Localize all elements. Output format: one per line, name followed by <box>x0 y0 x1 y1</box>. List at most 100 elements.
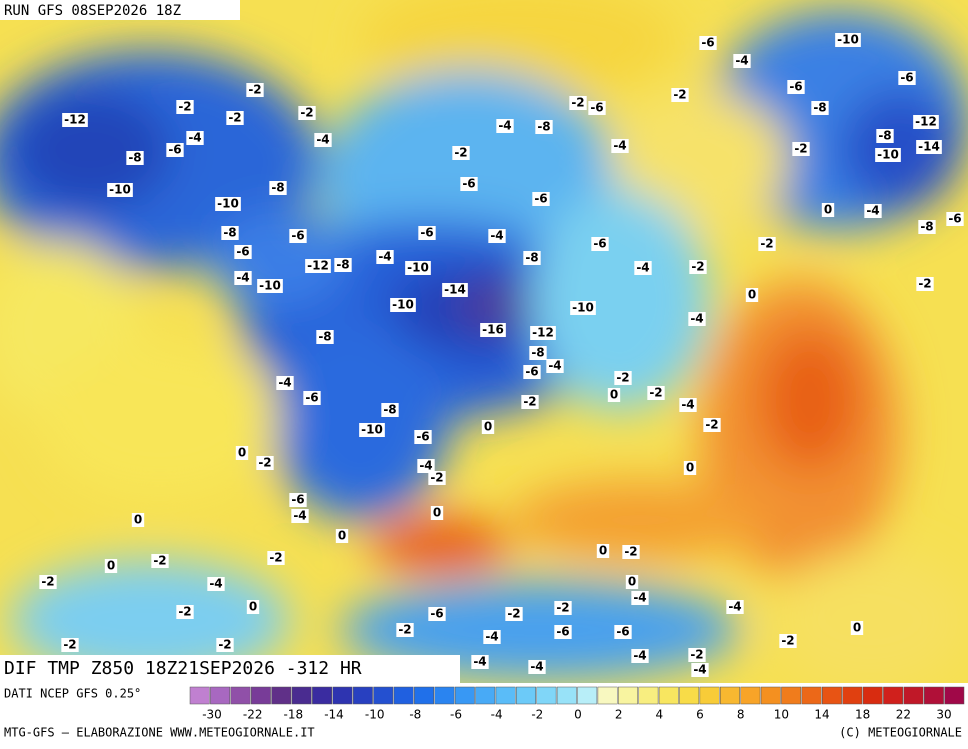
contour-label-bg <box>418 226 436 240</box>
contour-label-bg <box>532 192 550 206</box>
contour-label-bg <box>104 559 118 573</box>
contour-label: -4 <box>631 591 649 605</box>
contour-label-bg <box>535 120 553 134</box>
contour-value: -6 <box>291 493 304 507</box>
contour-label: -6 <box>414 430 432 444</box>
contour-label: 0 <box>745 288 759 302</box>
contour-value: -2 <box>616 371 629 385</box>
contour-value: -6 <box>556 625 569 639</box>
contour-value: -6 <box>900 71 913 85</box>
colorbar-swatch <box>883 686 904 705</box>
contour-value: -6 <box>168 143 181 157</box>
contour-value: -6 <box>305 391 318 405</box>
colorbar-swatch <box>618 686 638 705</box>
contour-label-bg <box>588 101 606 115</box>
run-label: RUN GFS 08SEP2026 18Z <box>4 3 181 19</box>
contour-value: -4 <box>633 649 646 663</box>
contour-label-bg <box>483 630 501 644</box>
colorbar-swatch <box>536 686 557 705</box>
contour-label-bg <box>496 119 514 133</box>
contour-value: -4 <box>735 54 748 68</box>
contour-value: -14 <box>444 283 466 297</box>
contour-value: -4 <box>316 133 329 147</box>
contour-label-bg <box>414 430 432 444</box>
contour-label: -4 <box>471 655 489 669</box>
colorbar-swatch <box>291 686 312 705</box>
colorbar-tick-label: 0 <box>574 708 582 722</box>
contour-value: -8 <box>920 220 933 234</box>
contour-label-bg <box>607 388 621 402</box>
contour-label: -2 <box>554 601 572 615</box>
contour-label-bg <box>381 403 399 417</box>
contour-label-bg <box>898 71 916 85</box>
contour-value: -8 <box>271 181 284 195</box>
contour-label-bg <box>596 544 610 558</box>
contour-value: -10 <box>217 197 239 211</box>
contour-label: -6 <box>614 625 632 639</box>
contour-value: -2 <box>760 237 773 251</box>
contour-value: -4 <box>209 577 222 591</box>
contour-value: -8 <box>318 330 331 344</box>
contour-value: -2 <box>258 456 271 470</box>
contour-label-bg <box>289 229 307 243</box>
contour-value: -12 <box>915 115 937 129</box>
colorbar-swatch <box>271 686 292 705</box>
contour-label: -6 <box>588 101 606 115</box>
contour-value: 0 <box>484 420 492 434</box>
contour-label-bg <box>671 88 689 102</box>
contour-label-bg <box>530 326 556 340</box>
contour-label-bg <box>918 220 936 234</box>
contour-label: -4 <box>376 250 394 264</box>
contour-label-bg <box>207 577 225 591</box>
contour-value: -10 <box>392 298 414 312</box>
colorbar-tick-label: 10 <box>774 708 789 722</box>
contour-value: -2 <box>673 88 686 102</box>
contour-label: -12 <box>305 259 331 273</box>
colorbar-tick-label: -22 <box>243 708 263 722</box>
contour-label-bg <box>316 330 334 344</box>
contour-label-bg <box>689 260 707 274</box>
contour-value: -8 <box>537 120 550 134</box>
contour-value: 0 <box>610 388 618 402</box>
contour-label-bg <box>611 139 629 153</box>
contour-label-bg <box>614 625 632 639</box>
contour-label-bg <box>39 575 57 589</box>
contour-label-bg <box>614 371 632 385</box>
contour-label: -6 <box>460 177 478 191</box>
contour-label: -2 <box>688 648 706 662</box>
colorbar-tick-label: 18 <box>855 708 870 722</box>
contour-label-bg <box>875 148 901 162</box>
contour-value: -4 <box>498 119 511 133</box>
colorbar-tick-label: -18 <box>284 708 304 722</box>
colorbar-swatch <box>556 686 577 705</box>
contour-value: -4 <box>866 204 879 218</box>
contour-value: -8 <box>531 346 544 360</box>
contour-label-bg <box>758 237 776 251</box>
contour-value: -4 <box>681 398 694 412</box>
contour-label-bg <box>792 142 810 156</box>
contour-label: -2 <box>226 111 244 125</box>
contour-value: -8 <box>336 258 349 272</box>
colorbar-swatch <box>495 686 516 705</box>
contour-label: 0 <box>104 559 118 573</box>
colorbar-swatch <box>903 686 924 705</box>
contour-value: -4 <box>693 663 706 677</box>
contour-label-bg <box>850 621 864 635</box>
contour-value: -10 <box>877 148 899 162</box>
contour-value: -2 <box>398 623 411 637</box>
colorbar-tick-label: -8 <box>409 708 421 722</box>
contour-label-bg <box>376 250 394 264</box>
contour-value: 0 <box>107 559 115 573</box>
colorbar-swatch <box>230 686 251 705</box>
colorbar-swatch <box>189 686 210 705</box>
contour-value: -4 <box>633 591 646 605</box>
contour-label-bg <box>481 420 495 434</box>
contour-label: -4 <box>528 660 546 674</box>
contour-label-bg <box>811 101 829 115</box>
contour-label: 0 <box>625 575 639 589</box>
contour-value: -16 <box>482 323 504 337</box>
contour-value: -2 <box>300 106 313 120</box>
colorbar-swatch <box>658 686 679 705</box>
contour-label: -6 <box>418 226 436 240</box>
